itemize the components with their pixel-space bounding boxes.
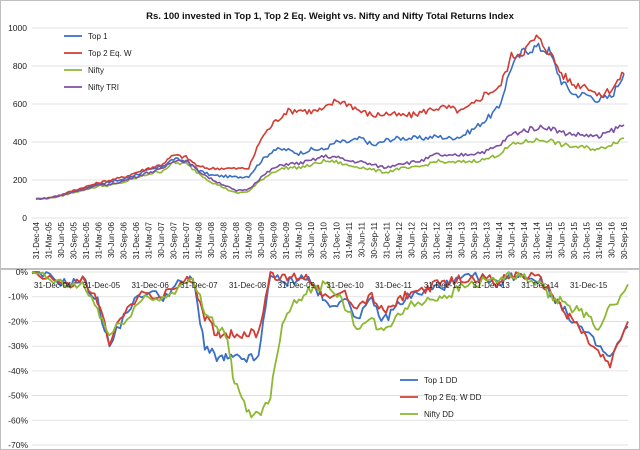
top-x-tick-label: 31-Mar-07 xyxy=(145,221,154,258)
bottom-x-tick-label: 31-Dec-06 xyxy=(131,281,169,290)
top-x-tick-label: 30-Jun-10 xyxy=(307,221,316,258)
top-x-tick-label: 31-Dec-10 xyxy=(332,221,341,259)
bottom-x-tick-label: 31-Dec-10 xyxy=(326,281,364,290)
bottom-y-tick-label: -60% xyxy=(8,415,28,425)
top-x-tick-label: 31-Dec-12 xyxy=(432,221,441,259)
top-legend-label: Nifty TRI xyxy=(88,83,119,92)
top-x-tick-label: 30-Sep-15 xyxy=(570,221,579,259)
top-x-tick-label: 31-Mar-09 xyxy=(245,221,254,258)
top-x-tick-label: 30-Jun-12 xyxy=(407,221,416,258)
top-x-tick-label: 30-Jun-05 xyxy=(57,221,66,258)
bottom-y-tick-label: -30% xyxy=(8,341,28,351)
top-x-tick-label: 30-Jun-16 xyxy=(607,221,616,258)
bottom-series-line-1 xyxy=(31,271,629,369)
top-x-tick-label: 31-Dec-14 xyxy=(532,221,541,259)
bottom-y-tick-label: 0% xyxy=(16,267,29,277)
top-x-tick-label: 30-Sep-12 xyxy=(420,221,429,259)
top-x-tick-label: 31-Dec-06 xyxy=(132,221,141,259)
top-x-tick-label: 31-Dec-07 xyxy=(182,221,191,259)
top-x-tick-label: 30-Sep-05 xyxy=(70,221,79,259)
top-x-tick-label: 30-Sep-09 xyxy=(270,221,279,259)
top-series-line-1 xyxy=(35,34,625,201)
top-x-tick-label: 30-Sep-11 xyxy=(370,221,379,258)
top-x-tick-label: 31-Dec-13 xyxy=(482,221,491,259)
bottom-y-tick-label: -50% xyxy=(8,391,28,401)
top-x-tick-label: 31-Mar-06 xyxy=(95,221,104,258)
top-x-tick-label: 30-Sep-10 xyxy=(320,221,329,259)
bottom-x-tick-label: 31-Dec-07 xyxy=(180,281,218,290)
top-x-tick-label: 30-Jun-08 xyxy=(207,221,216,258)
top-y-tick-label: 800 xyxy=(13,61,27,71)
top-y-tick-label: 1000 xyxy=(8,23,27,33)
top-x-tick-label: 30-Jun-09 xyxy=(257,221,266,258)
bottom-legend-label: Top 2 Eq. W DD xyxy=(424,393,482,402)
bottom-x-tick-label: 31-Dec-08 xyxy=(229,281,267,290)
top-series-line-3 xyxy=(35,124,625,200)
top-x-tick-label: 31-Mar-16 xyxy=(595,221,604,258)
top-x-tick-label: 30-Jun-14 xyxy=(507,221,516,258)
bottom-y-tick-label: -40% xyxy=(8,366,28,376)
top-x-tick-label: 31-Dec-04 xyxy=(32,221,41,259)
top-x-tick-label: 31-Mar-05 xyxy=(45,221,54,258)
top-legend-label: Top 1 xyxy=(88,32,108,41)
top-x-tick-label: 31-Mar-12 xyxy=(395,221,404,258)
top-x-tick-label: 30-Sep-08 xyxy=(220,221,229,259)
bottom-series-line-0 xyxy=(32,271,629,363)
top-x-tick-label: 31-Dec-15 xyxy=(582,221,591,259)
top-series-line-2 xyxy=(35,137,625,200)
top-y-tick-label: 200 xyxy=(13,175,27,185)
top-x-tick-label: 31-Mar-15 xyxy=(545,221,554,258)
bottom-x-tick-label: 31-Dec-14 xyxy=(521,281,559,290)
top-x-tick-label: 30-Jun-11 xyxy=(357,221,366,257)
top-x-tick-label: 30-Jun-06 xyxy=(107,221,116,258)
top-y-tick-label: 600 xyxy=(13,99,27,109)
top-chart-title: Rs. 100 invested in Top 1, Top 2 Eq. Wei… xyxy=(146,11,514,22)
top-x-tick-label: 30-Jun-13 xyxy=(457,221,466,258)
top-x-tick-label: 30-Sep-07 xyxy=(170,221,179,259)
bottom-series-line-2 xyxy=(31,271,629,419)
top-x-tick-label: 30-Sep-16 xyxy=(620,221,629,259)
top-x-tick-label: 30-Sep-14 xyxy=(520,221,529,259)
bottom-y-tick-label: -70% xyxy=(8,440,28,450)
top-legend-label: Nifty xyxy=(88,66,104,75)
top-series-line-0 xyxy=(35,42,625,200)
top-x-tick-label: 31-Mar-08 xyxy=(195,221,204,258)
bottom-x-tick-label: 31-Dec-09 xyxy=(278,281,316,290)
top-x-tick-label: 31-Dec-09 xyxy=(282,221,291,259)
top-x-tick-label: 30-Jun-15 xyxy=(557,221,566,258)
bottom-legend-label: Nifty DD xyxy=(424,410,454,419)
bottom-x-tick-label: 31-Dec-11 xyxy=(375,281,412,290)
top-x-tick-label: 31-Mar-14 xyxy=(495,221,504,258)
bottom-x-tick-label: 31-Dec-05 xyxy=(83,281,121,290)
bottom-x-tick-label: 31-Dec-04 xyxy=(34,281,72,290)
bottom-y-tick-label: -20% xyxy=(8,316,28,326)
top-legend-label: Top 2 Eq. W xyxy=(88,49,132,58)
top-x-tick-label: 31-Dec-08 xyxy=(232,221,241,259)
top-x-tick-label: 31-Mar-10 xyxy=(295,221,304,258)
bottom-y-tick-label: -10% xyxy=(8,292,28,302)
top-y-tick-label: 400 xyxy=(13,137,27,147)
top-x-tick-label: 30-Sep-06 xyxy=(120,221,129,259)
top-x-tick-label: 31-Dec-05 xyxy=(82,221,91,259)
bottom-x-tick-label: 31-Dec-15 xyxy=(570,281,608,290)
top-x-tick-label: 30-Jun-07 xyxy=(157,221,166,258)
bottom-x-tick-label: 31-Dec-13 xyxy=(473,281,511,290)
top-y-tick-label: 0 xyxy=(22,213,27,223)
top-x-tick-label: 30-Sep-13 xyxy=(470,221,479,259)
top-x-tick-label: 31-Mar-11 xyxy=(345,221,354,258)
top-x-tick-label: 31-Mar-13 xyxy=(445,221,454,258)
bottom-x-tick-label: 31-Dec-12 xyxy=(424,281,462,290)
bottom-legend-label: Top 1 DD xyxy=(424,376,458,385)
top-x-tick-label: 31-Dec-11 xyxy=(382,221,391,258)
